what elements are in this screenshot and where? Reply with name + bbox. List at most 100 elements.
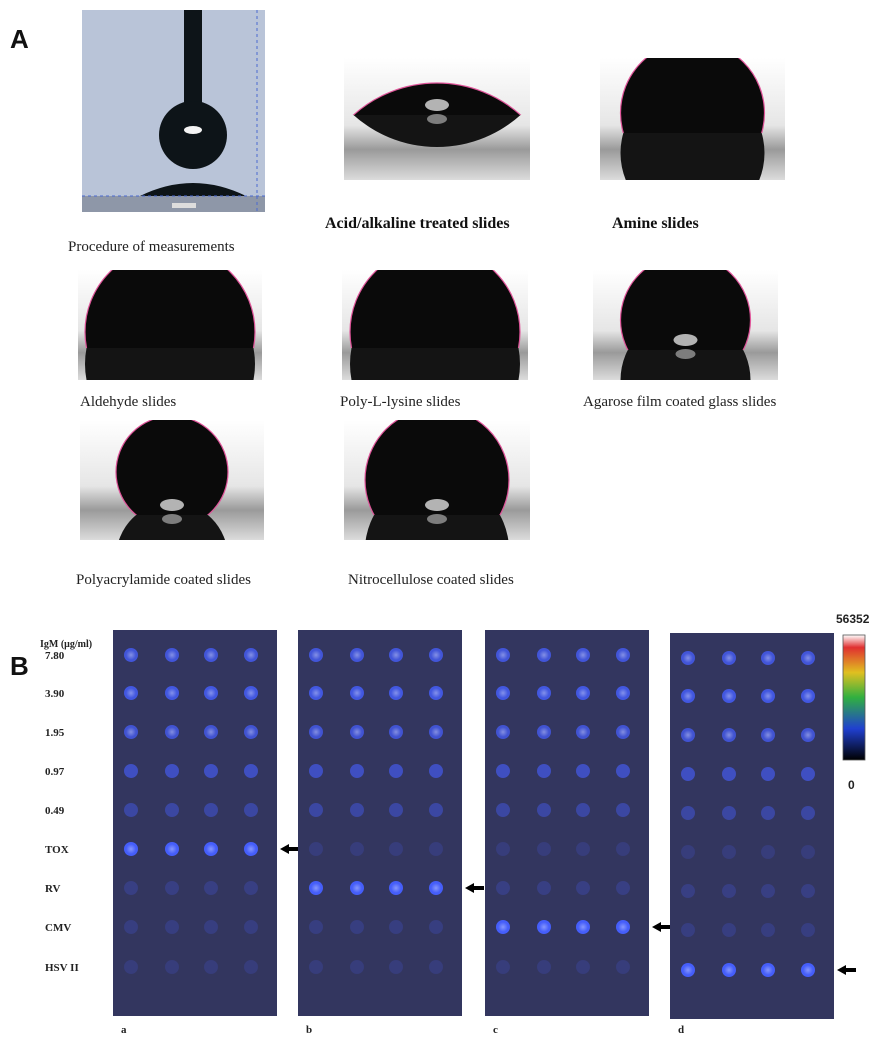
arrow [837, 965, 856, 975]
spot [801, 923, 815, 937]
row-label: TOX [45, 844, 69, 856]
spot-glow [803, 730, 813, 740]
spot-glow [724, 965, 734, 975]
spot-glow [803, 653, 813, 663]
spot [389, 803, 403, 817]
spot [124, 960, 138, 974]
spot [429, 960, 443, 974]
highlight [674, 334, 698, 346]
highlight [676, 349, 696, 359]
row-label: HSV II [45, 962, 79, 974]
spot [537, 764, 551, 778]
spot [165, 881, 179, 895]
droplet-image [600, 41, 785, 225]
spot [165, 764, 179, 778]
spot [244, 920, 258, 934]
highlight [425, 499, 449, 511]
spot [429, 842, 443, 856]
slide-label: d [678, 1024, 684, 1036]
spot-glow [578, 727, 588, 737]
spot-glow [498, 727, 508, 737]
spot [616, 881, 630, 895]
spot-glow [167, 688, 177, 698]
spot-glow [126, 688, 136, 698]
spot-glow [724, 653, 734, 663]
row-label: 3.90 [45, 688, 65, 700]
spot-glow [683, 653, 693, 663]
slide-label: a [121, 1024, 127, 1036]
spot [681, 806, 695, 820]
spot-glow [763, 730, 773, 740]
caption: Poly-L-lysine slides [340, 394, 461, 410]
droplet-image [593, 255, 778, 445]
highlight [427, 114, 447, 124]
spot [165, 803, 179, 817]
spot [309, 842, 323, 856]
spot [389, 960, 403, 974]
spot-glow [126, 650, 136, 660]
spot-glow [431, 650, 441, 660]
spot [616, 842, 630, 856]
spot [350, 764, 364, 778]
spot-glow [763, 965, 773, 975]
spot [537, 881, 551, 895]
spot-glow [431, 727, 441, 737]
spot [496, 842, 510, 856]
spot-glow [391, 727, 401, 737]
caption: Acid/alkaline treated slides [325, 215, 510, 232]
spot [616, 764, 630, 778]
spot [722, 845, 736, 859]
spot-glow [431, 688, 441, 698]
row-label: CMV [45, 922, 71, 934]
spot [496, 960, 510, 974]
spot-glow [391, 883, 401, 893]
spot [681, 884, 695, 898]
spot [496, 764, 510, 778]
spot [244, 881, 258, 895]
spot-glow [498, 688, 508, 698]
spot-glow [724, 730, 734, 740]
spot [722, 767, 736, 781]
droplet-image [344, 408, 530, 622]
spot-glow [206, 650, 216, 660]
row-label: 0.49 [45, 805, 65, 817]
panel-label: A [10, 24, 29, 54]
spot [761, 923, 775, 937]
spot [801, 884, 815, 898]
spot [309, 920, 323, 934]
spot-glow [539, 650, 549, 660]
spot [204, 960, 218, 974]
spot [124, 764, 138, 778]
spot [801, 806, 815, 820]
spot-glow [246, 727, 256, 737]
spot-glow [578, 650, 588, 660]
spot [537, 960, 551, 974]
spot-glow [803, 691, 813, 701]
spot [165, 960, 179, 974]
spot-glow [539, 727, 549, 737]
color-scale [843, 635, 865, 760]
row-label: 0.97 [45, 766, 65, 778]
spot-glow [763, 653, 773, 663]
caption: Procedure of measurements [68, 239, 235, 255]
axis-title: IgM (μg/ml) [40, 639, 92, 650]
spot [244, 764, 258, 778]
spot [124, 803, 138, 817]
spot [389, 764, 403, 778]
spot-glow [498, 922, 508, 932]
spot [204, 881, 218, 895]
row-label: 1.95 [45, 727, 65, 739]
spot-glow [246, 688, 256, 698]
spot-glow [206, 844, 216, 854]
highlight [425, 99, 449, 111]
spot [350, 803, 364, 817]
spot-glow [167, 650, 177, 660]
caption: Amine slides [612, 215, 699, 232]
spot [350, 920, 364, 934]
spot-glow [126, 844, 136, 854]
spot [350, 960, 364, 974]
spot [309, 803, 323, 817]
spot-glow [206, 688, 216, 698]
spot-glow [311, 650, 321, 660]
spot-glow [352, 727, 362, 737]
